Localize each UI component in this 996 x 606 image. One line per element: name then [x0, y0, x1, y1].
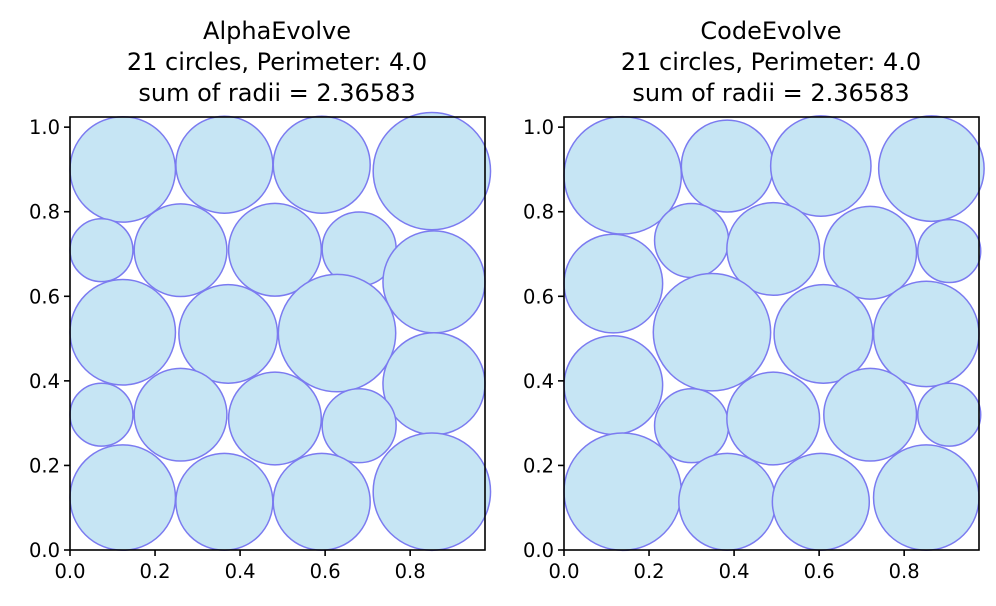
circle-mark [69, 278, 177, 386]
panel-title-line: 21 circles, Perimeter: 4.0 [127, 48, 427, 76]
panel-codeevolve: CodeEvolve 21 circles, Perimeter: 4.0 su… [523, 17, 985, 583]
circle-mark [678, 452, 777, 552]
circle-mark [680, 119, 774, 213]
y-tick-label: 1.0 [523, 116, 554, 139]
circle-mark [823, 367, 918, 462]
x-tick-label: 0.4 [719, 560, 750, 583]
circle-mark [133, 203, 228, 298]
circle-mark [563, 233, 664, 334]
panel-alphaevolve: AlphaEvolve 21 circles, Perimeter: 4.0 s… [29, 17, 492, 583]
x-tick-label: 0.2 [140, 560, 171, 583]
circle-mark [133, 367, 228, 462]
circle-mark [872, 444, 980, 552]
panel-title-line: 21 circles, Perimeter: 4.0 [621, 48, 921, 76]
circle-mark [382, 230, 486, 334]
y-tick-label: 0.6 [29, 285, 60, 308]
x-tick-label: 0.8 [395, 560, 426, 583]
circle-mark [372, 111, 492, 231]
circle-mark [773, 283, 874, 384]
y-tick-label: 0.0 [523, 539, 554, 562]
circle-mark [823, 205, 918, 300]
y-tick-label: 0.0 [29, 539, 60, 562]
circle-mark [69, 115, 177, 223]
circle-mark [272, 452, 371, 552]
y-tick-label: 0.2 [523, 454, 554, 477]
circle-mark [227, 371, 323, 466]
y-tick-label: 0.4 [523, 370, 554, 393]
circle-mark [769, 115, 872, 217]
circle-mark [726, 201, 821, 297]
circle-mark [653, 202, 730, 279]
x-tick-label: 0.4 [225, 560, 256, 583]
circle-mark [69, 444, 177, 552]
x-tick-label: 0.6 [310, 560, 341, 583]
panel-title-line: CodeEvolve [700, 17, 841, 45]
circle-mark [175, 452, 274, 552]
circle-mark [277, 273, 397, 393]
axis-ticks: 0.0 0.2 0.4 0.6 0.8 0.0 0.2 0.4 0.6 0.8 1.0 [523, 116, 920, 583]
y-tick-label: 0.2 [29, 454, 60, 477]
circle-mark [726, 371, 821, 466]
circle-mark [917, 218, 982, 284]
circle-mark [771, 452, 871, 552]
circle-mark [652, 272, 772, 392]
x-tick-label: 0.6 [804, 560, 835, 583]
circle-mark [382, 332, 486, 436]
circle-group [563, 115, 985, 552]
y-tick-label: 0.4 [29, 370, 60, 393]
axes-frame [69, 116, 486, 551]
circle-mark [178, 283, 279, 384]
y-tick-label: 0.6 [523, 285, 554, 308]
circle-mark [372, 432, 492, 552]
circle-mark [877, 115, 985, 223]
circle-mark [69, 217, 134, 283]
circle-mark [69, 382, 134, 447]
y-tick-label: 0.8 [29, 201, 60, 224]
circle-mark [563, 335, 664, 436]
panel-title-line: sum of radii = 2.36583 [632, 79, 909, 107]
y-tick-label: 1.0 [29, 116, 60, 139]
x-tick-label: 0.8 [889, 560, 920, 583]
axis-ticks: 0.0 0.2 0.4 0.6 0.8 0.0 0.2 0.4 0.6 0.8 1.0 [29, 116, 426, 583]
circle-mark [227, 202, 323, 297]
axes-frame [563, 116, 980, 551]
circle-mark [872, 280, 980, 388]
x-tick-label: 0.0 [548, 560, 579, 583]
x-tick-label: 0.2 [634, 560, 665, 583]
circle-mark [563, 432, 683, 552]
y-tick-label: 0.8 [523, 201, 554, 224]
circle-group [69, 111, 492, 552]
circle-mark [272, 115, 371, 214]
circle-mark [321, 387, 397, 464]
panel-title-line: sum of radii = 2.36583 [138, 79, 415, 107]
circle-mark [175, 115, 274, 214]
circle-mark [917, 382, 982, 447]
panel-title-line: AlphaEvolve [203, 17, 351, 45]
x-tick-label: 0.0 [54, 560, 85, 583]
